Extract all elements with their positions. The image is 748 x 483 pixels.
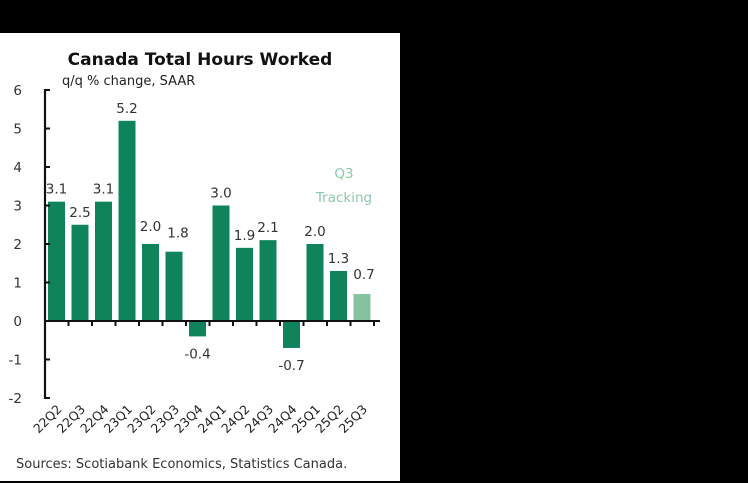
- bar-chart: Canada Total Hours Worked q/q % change, …: [9, 50, 380, 472]
- y-tick-label: -1: [9, 353, 22, 369]
- data-label: 2.0: [304, 224, 325, 240]
- bar: [48, 201, 65, 321]
- y-tick-label: 2: [13, 237, 22, 253]
- y-tick-label: -2: [9, 391, 22, 407]
- bars: [48, 120, 371, 348]
- y-tick-label: 6: [13, 83, 22, 99]
- data-label: 2.0: [140, 219, 161, 235]
- chart-panel: Canada Total Hours Worked q/q % change, …: [0, 33, 400, 481]
- bar: [259, 240, 277, 321]
- data-label: 5.2: [116, 101, 137, 117]
- y-tick-label: 4: [13, 160, 22, 176]
- y-tick-label: 3: [13, 199, 22, 215]
- bar: [236, 247, 253, 321]
- chart-title: Canada Total Hours Worked: [68, 50, 333, 70]
- bar: [330, 270, 347, 321]
- bar: [142, 244, 159, 321]
- y-axis-tick-labels: 6 5 4 3 2 1 0 -1 -2: [9, 83, 22, 407]
- bar: [212, 205, 230, 321]
- bar: [306, 244, 324, 321]
- annotation-tracking: Tracking: [315, 190, 372, 206]
- bar: [118, 120, 136, 321]
- data-label: 2.5: [69, 205, 90, 221]
- data-label: 3.1: [46, 182, 67, 198]
- bar: [189, 321, 206, 337]
- bar: [165, 251, 183, 321]
- data-label: 1.8: [167, 226, 188, 242]
- axes: [43, 89, 380, 399]
- data-label: 3.0: [210, 186, 231, 202]
- data-label: 1.9: [234, 228, 255, 244]
- bar: [283, 321, 300, 348]
- annotation-q3: Q3: [334, 166, 353, 182]
- bar: [95, 201, 112, 321]
- data-labels: 3.12.53.15.22.0 1.8-0.43.01.9 2.1-0.72.01.…: [46, 101, 375, 374]
- chart-subtitle: q/q % change, SAAR: [62, 74, 195, 89]
- data-label: -0.7: [278, 358, 304, 374]
- data-label: 2.1: [257, 220, 278, 236]
- data-label: -0.4: [184, 346, 210, 362]
- bar-tracking: [353, 294, 371, 321]
- y-tick-label: 1: [13, 276, 22, 292]
- bar: [71, 224, 89, 321]
- data-label: 1.3: [328, 251, 349, 267]
- data-label: 0.7: [353, 267, 374, 283]
- y-tick-label: 0: [13, 314, 22, 330]
- x-axis-tick-labels: 22Q222Q322Q423Q123Q223Q323Q424Q124Q224Q3…: [30, 401, 370, 435]
- source-note: Sources: Scotiabank Economics, Statistic…: [16, 457, 347, 472]
- y-tick-label: 5: [13, 122, 22, 138]
- data-label: 3.1: [93, 182, 114, 198]
